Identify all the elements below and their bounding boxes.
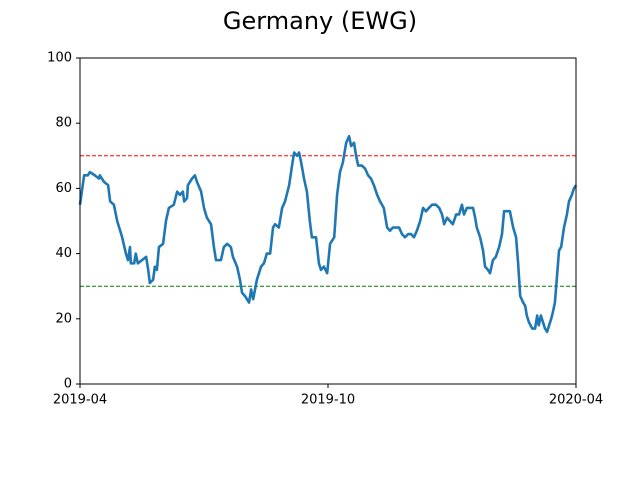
x-tick-label: 2019-10 xyxy=(301,393,355,408)
chart-title: Germany (EWG) xyxy=(223,7,417,35)
plot-frame xyxy=(79,57,577,385)
y-tick-label: 60 xyxy=(55,181,72,196)
y-tick-label: 40 xyxy=(55,246,72,261)
data-line xyxy=(78,134,578,334)
y-tick-label: 0 xyxy=(64,377,72,392)
x-tick-label: 2019-04 xyxy=(53,393,107,408)
y-tick-label: 20 xyxy=(55,311,72,326)
y-tick-label: 80 xyxy=(55,116,72,131)
y-tick-label: 100 xyxy=(47,51,72,66)
x-tick-label: 2020-04 xyxy=(549,393,603,408)
